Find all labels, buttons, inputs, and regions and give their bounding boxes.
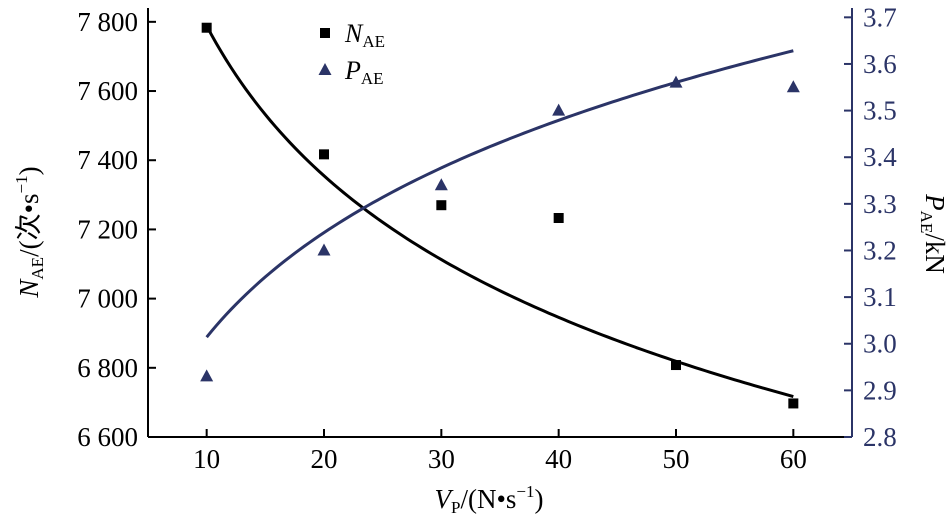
left-y-tick-label: 7 200 — [77, 214, 138, 244]
x-axis-title: VP/(N•s−1) — [434, 482, 543, 517]
left-y-axis-title-sub: AE — [28, 257, 47, 280]
x-tick-label: 20 — [311, 444, 338, 474]
legend-label-sub: AE — [361, 69, 384, 88]
left-y-axis-title-unit: /(次•s — [14, 193, 44, 256]
axes — [147, 8, 853, 438]
right-y-tick-label: 3.6 — [863, 49, 897, 79]
legend-label-sub: AE — [362, 32, 385, 51]
right-y-tick-label: 3.3 — [863, 189, 897, 219]
data-point-triangle — [786, 80, 800, 93]
data-point-triangle — [669, 75, 683, 88]
right-y-tick-label: 3.7 — [863, 2, 897, 32]
right-y-tick-label: 3.2 — [863, 235, 897, 265]
fit-curve-p-ae — [205, 49, 794, 339]
legend-label-main: P — [344, 56, 361, 85]
x-tick-label: 50 — [663, 444, 690, 474]
right-y-tick-label: 3.5 — [863, 96, 897, 126]
right-y-axis-title-main: P — [920, 193, 950, 211]
fit-curve-n-ae — [205, 25, 794, 398]
left-y-tick-label: 6 600 — [77, 422, 138, 452]
data-point-square — [436, 200, 447, 211]
data-point-triangle — [434, 178, 448, 191]
right-y-axis-title: PAE/kN — [917, 193, 950, 274]
data-point-square — [788, 398, 799, 409]
data-point-square — [319, 149, 329, 160]
legend: NAE PAE — [318, 19, 385, 88]
x-axis-title-main: V — [434, 484, 454, 514]
left-y-tick-label: 6 800 — [77, 353, 138, 383]
x-axis-title-unit: /(N•s — [460, 484, 516, 514]
data-point-square — [201, 22, 212, 33]
data-point-square — [553, 213, 564, 224]
left-y-axis-title-sup: −1 — [12, 175, 31, 193]
right-y-axis-title-sub: AE — [917, 211, 936, 234]
data-point-triangle — [200, 369, 214, 382]
right-y-tick-label: 3.0 — [863, 329, 897, 359]
legend-label-p-ae: PAE — [344, 56, 384, 88]
fit-curves — [205, 25, 794, 398]
left-y-tick-label: 7 000 — [77, 284, 138, 314]
data-point-triangle — [552, 103, 566, 116]
left-y-axis-title-main: N — [14, 278, 44, 299]
x-tick-label: 10 — [193, 444, 220, 474]
left-y-tick-label: 7 400 — [77, 145, 138, 175]
right-y-tick-label: 2.8 — [863, 422, 897, 452]
right-y-axis-title-unit: /kN — [920, 233, 950, 274]
left-y-axis-title: NAE/(次•s−1) — [12, 166, 47, 298]
left-y-tick-label: 7 800 — [77, 7, 138, 37]
left-y-axis-title-close: ) — [14, 166, 44, 175]
x-tick-label: 60 — [780, 444, 807, 474]
x-axis-title-close: ) — [535, 484, 544, 514]
data-point-square — [671, 360, 681, 371]
legend-marker-triangle — [318, 63, 332, 75]
legend-label-n-ae: NAE — [344, 19, 385, 51]
right-y-tick-label: 2.9 — [863, 375, 897, 405]
x-axis-title-sup: −1 — [516, 482, 534, 501]
legend-marker-square — [320, 28, 330, 38]
ticks: 10 20 30 40 50 60 6 600 6 800 7 000 7 200 7 400 7 6… — [77, 2, 897, 474]
left-y-tick-label: 7 600 — [77, 76, 138, 106]
right-y-tick-label: 3.1 — [863, 282, 897, 312]
x-tick-label: 30 — [428, 444, 455, 474]
data-points — [200, 22, 800, 409]
x-tick-label: 40 — [545, 444, 572, 474]
x-axis-title-sub: P — [451, 498, 460, 517]
right-y-tick-label: 3.4 — [863, 142, 897, 172]
data-point-triangle — [317, 243, 331, 256]
legend-label-main: N — [344, 19, 364, 48]
